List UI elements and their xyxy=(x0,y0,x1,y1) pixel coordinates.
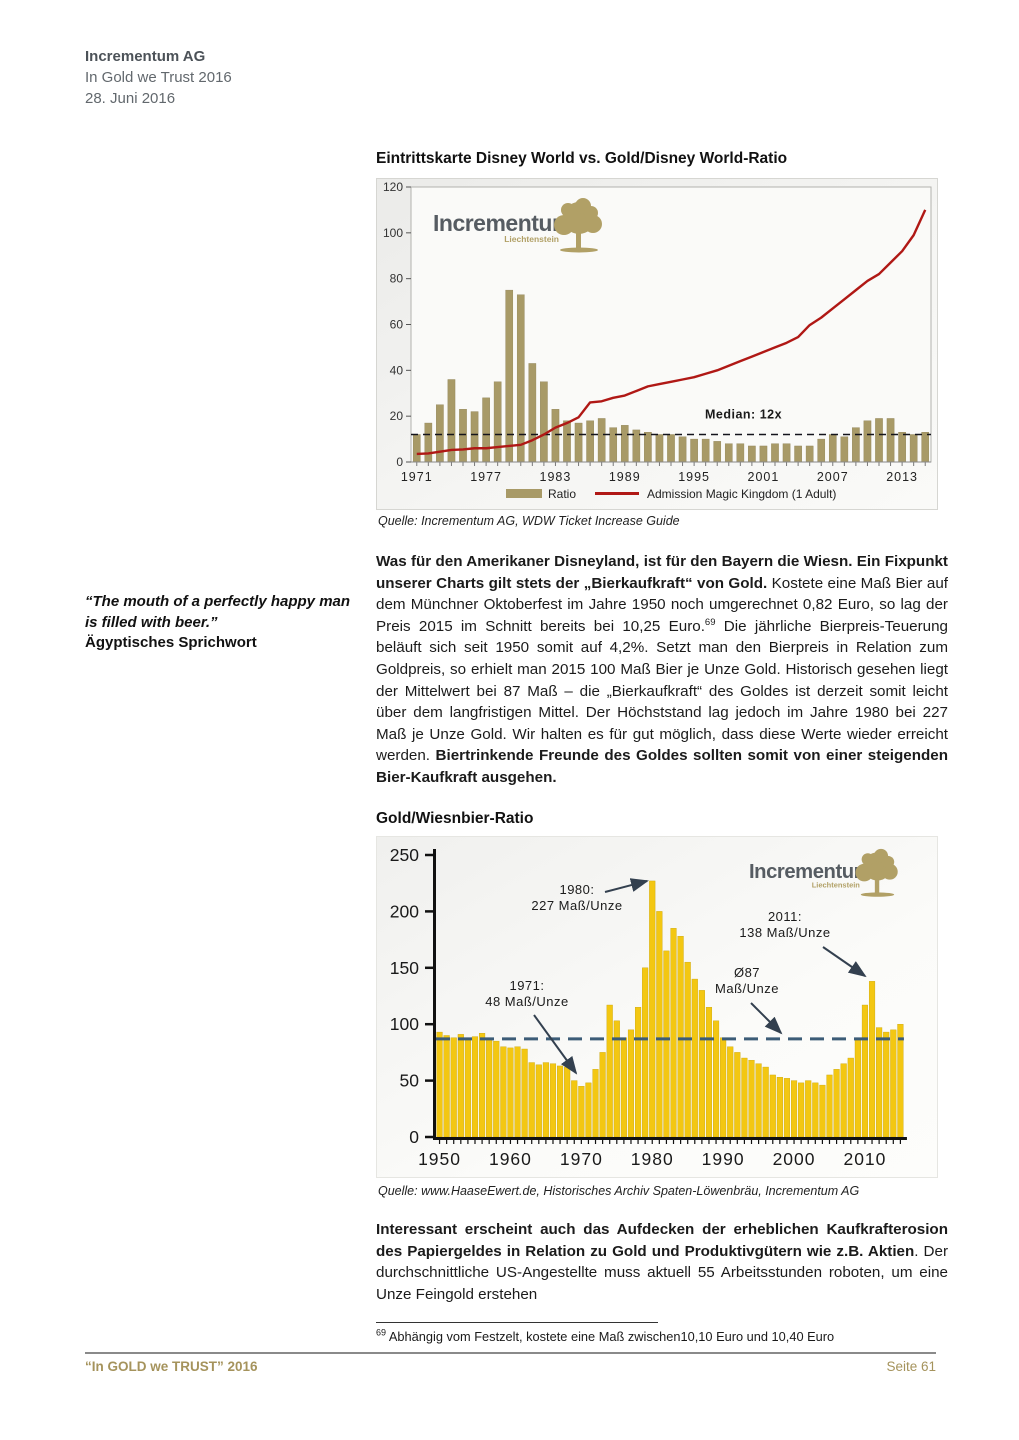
svg-text:50: 50 xyxy=(400,1071,420,1091)
chart2-wiesnbier-ratio: 0 50 100 150 200 250 1950 1960 1970 1980 1990 2000 2… xyxy=(376,836,938,1178)
svg-text:250: 250 xyxy=(390,845,419,865)
header-report-title: In Gold we Trust 2016 xyxy=(85,69,232,86)
chart1-canvas: 0 20 40 60 80 100 120 1971 1977 1983 1989 1995 2001 2… xyxy=(383,180,932,501)
svg-text:Median: 12x: Median: 12x xyxy=(705,407,782,421)
svg-text:1983: 1983 xyxy=(540,470,572,484)
page-header: Incrementum AG In Gold we Trust 2016 28.… xyxy=(85,46,232,109)
quote-attribution: Ägyptisches Sprichwort xyxy=(85,634,257,651)
svg-text:60: 60 xyxy=(390,318,404,332)
quote-text: “The mouth of a perfectly happy man is f… xyxy=(85,593,351,631)
svg-text:1971:: 1971: xyxy=(509,978,544,993)
svg-text:2013: 2013 xyxy=(886,470,918,484)
margin-quote: “The mouth of a perfectly happy man is f… xyxy=(85,592,359,654)
svg-text:80: 80 xyxy=(390,272,404,286)
paragraph-bierkaufkraft: Was für den Amerikaner Disneyland, ist f… xyxy=(376,553,948,786)
chart1-source: Quelle: Incrementum AG, WDW Ticket Incre… xyxy=(378,514,680,528)
svg-text:48 Maß/Unze: 48 Maß/Unze xyxy=(485,994,569,1009)
footnote-divider xyxy=(376,1322,658,1323)
page-footer: “In GOLD we TRUST” 2016 Seite 61 xyxy=(85,1359,936,1374)
chart1-disney-ratio: 0 20 40 60 80 100 120 1971 1977 1983 1989 1995 2001 2… xyxy=(376,178,938,510)
svg-text:40: 40 xyxy=(390,363,404,377)
svg-text:Incrementum: Incrementum xyxy=(433,210,572,236)
svg-text:2007: 2007 xyxy=(817,470,849,484)
svg-text:Admission Magic Kingdom (1 Adu: Admission Magic Kingdom (1 Adult) xyxy=(647,487,836,501)
svg-text:2010: 2010 xyxy=(843,1149,886,1169)
chart1-title: Eintrittskarte Disney World vs. Gold/Dis… xyxy=(376,150,788,167)
svg-text:Liechtenstein: Liechtenstein xyxy=(812,881,861,890)
header-company: Incrementum AG xyxy=(85,48,206,65)
footer-divider xyxy=(85,1352,936,1354)
footer-page-number: Seite 61 xyxy=(886,1359,936,1374)
svg-text:100: 100 xyxy=(383,226,403,240)
svg-text:100: 100 xyxy=(390,1014,419,1034)
svg-text:1980: 1980 xyxy=(631,1149,674,1169)
svg-text:2001: 2001 xyxy=(748,470,780,484)
svg-text:20: 20 xyxy=(390,409,404,423)
footer-report-title: “In GOLD we TRUST” 2016 xyxy=(85,1359,258,1374)
svg-text:1971: 1971 xyxy=(401,470,433,484)
svg-text:2000: 2000 xyxy=(773,1149,816,1169)
svg-text:Maß/Unze: Maß/Unze xyxy=(715,981,779,996)
svg-text:0: 0 xyxy=(409,1127,419,1147)
svg-text:1950: 1950 xyxy=(418,1149,461,1169)
svg-text:1977: 1977 xyxy=(470,470,502,484)
svg-text:1980:: 1980: xyxy=(559,882,594,897)
svg-text:1990: 1990 xyxy=(702,1149,745,1169)
svg-text:1960: 1960 xyxy=(489,1149,532,1169)
svg-text:227 Maß/Unze: 227 Maß/Unze xyxy=(531,898,622,913)
svg-text:1989: 1989 xyxy=(609,470,641,484)
svg-text:Ø87: Ø87 xyxy=(734,965,760,980)
svg-text:Ratio: Ratio xyxy=(548,487,576,501)
paragraph-kaufkrafterosion: Interessant erscheint auch das Aufdecken… xyxy=(376,1221,948,1303)
svg-text:Liechtenstein: Liechtenstein xyxy=(504,234,559,244)
chart2-title: Gold/Wiesnbier-Ratio xyxy=(376,810,534,827)
chart2-canvas: 0 50 100 150 200 250 1950 1960 1970 1980 1990 2000 2… xyxy=(390,845,907,1169)
svg-text:138 Maß/Unze: 138 Maß/Unze xyxy=(739,925,830,940)
footnote: 69 Abhängig vom Festzelt, kostete eine M… xyxy=(376,1327,835,1344)
svg-text:150: 150 xyxy=(390,958,419,978)
svg-text:0: 0 xyxy=(396,455,403,469)
svg-text:1995: 1995 xyxy=(678,470,710,484)
header-date: 28. Juni 2016 xyxy=(85,90,176,107)
chart2-source: Quelle: www.HaaseEwert.de, Historisches … xyxy=(378,1184,860,1198)
svg-text:120: 120 xyxy=(383,180,403,194)
svg-text:2011:: 2011: xyxy=(768,909,802,924)
svg-text:1970: 1970 xyxy=(560,1149,603,1169)
svg-text:200: 200 xyxy=(390,901,419,921)
svg-text:Incrementum: Incrementum xyxy=(749,861,871,883)
